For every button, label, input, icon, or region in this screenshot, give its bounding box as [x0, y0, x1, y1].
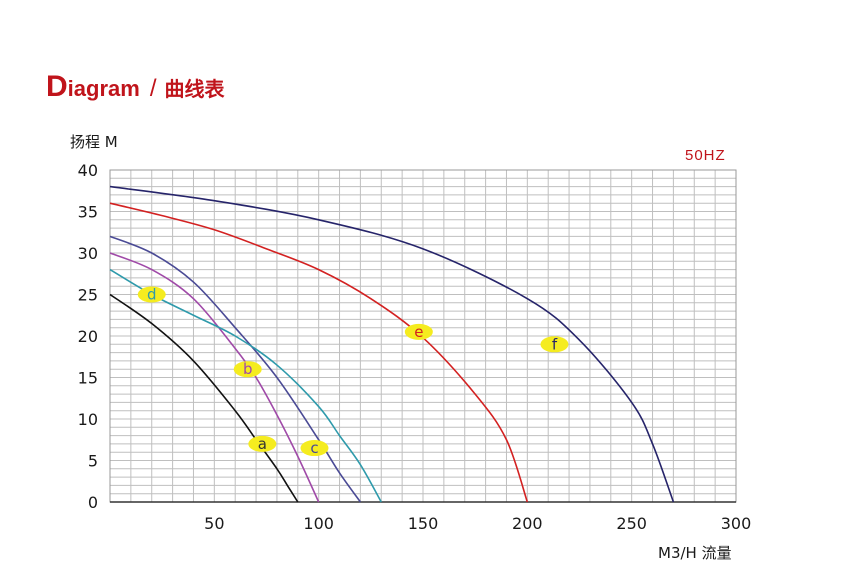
y-tick-label: 40: [78, 161, 98, 180]
chart-curve-labels: a b c d e f: [137, 286, 569, 457]
y-tick-label: 0: [88, 493, 98, 512]
title-chinese: 曲线表: [164, 77, 225, 101]
curve-c: [109, 235, 362, 503]
frequency-annotation: 50HZ: [685, 147, 726, 164]
y-tick-label: 15: [78, 369, 98, 388]
y-tick-label: 25: [78, 286, 98, 305]
x-tick-label: 50: [204, 514, 224, 533]
x-tick-label: 100: [303, 514, 334, 533]
y-tick-label: 35: [78, 203, 98, 222]
x-tick-label: 150: [408, 514, 439, 533]
y-tick-label: 5: [88, 452, 98, 471]
curve-e: [109, 202, 529, 503]
curve-d: [109, 268, 382, 503]
chart-ticks: 0 5 10 15 20 25 30 35 40 50 100 150 200 250 300: [78, 161, 752, 533]
curve-f: [109, 185, 675, 503]
y-tick-label: 10: [78, 410, 98, 429]
y-tick-label: 30: [78, 244, 98, 263]
curve-label-a: a: [258, 435, 267, 453]
title-text: iagram: [67, 76, 140, 101]
curve-label-bg-b: [233, 361, 262, 378]
x-tick-label: 300: [721, 514, 752, 533]
x-tick-label: 250: [616, 514, 647, 533]
x-tick-label: 200: [512, 514, 543, 533]
curve-label-bg-c: [300, 440, 329, 457]
y-axis-label: 扬程 M: [70, 133, 118, 151]
x-axis-label: M3/H 流量: [658, 544, 732, 562]
curve-label-c: c: [310, 439, 318, 457]
curve-label-d: d: [147, 286, 157, 304]
y-tick-label: 20: [78, 327, 98, 346]
curve-label-f: f: [552, 335, 558, 353]
curve-label-bg-d: [137, 286, 166, 303]
title-separator: /: [149, 75, 157, 102]
curve-label-bg-a: [248, 435, 277, 452]
curve-label-bg-e: [404, 323, 433, 340]
title-initial: D: [46, 70, 68, 103]
curve-label-bg-f: [540, 336, 569, 353]
curve-label-b: b: [243, 360, 253, 378]
curve-label-e: e: [414, 323, 423, 341]
diagram-title: D iagram / 曲线表: [46, 70, 225, 106]
curve-a: [109, 293, 299, 503]
